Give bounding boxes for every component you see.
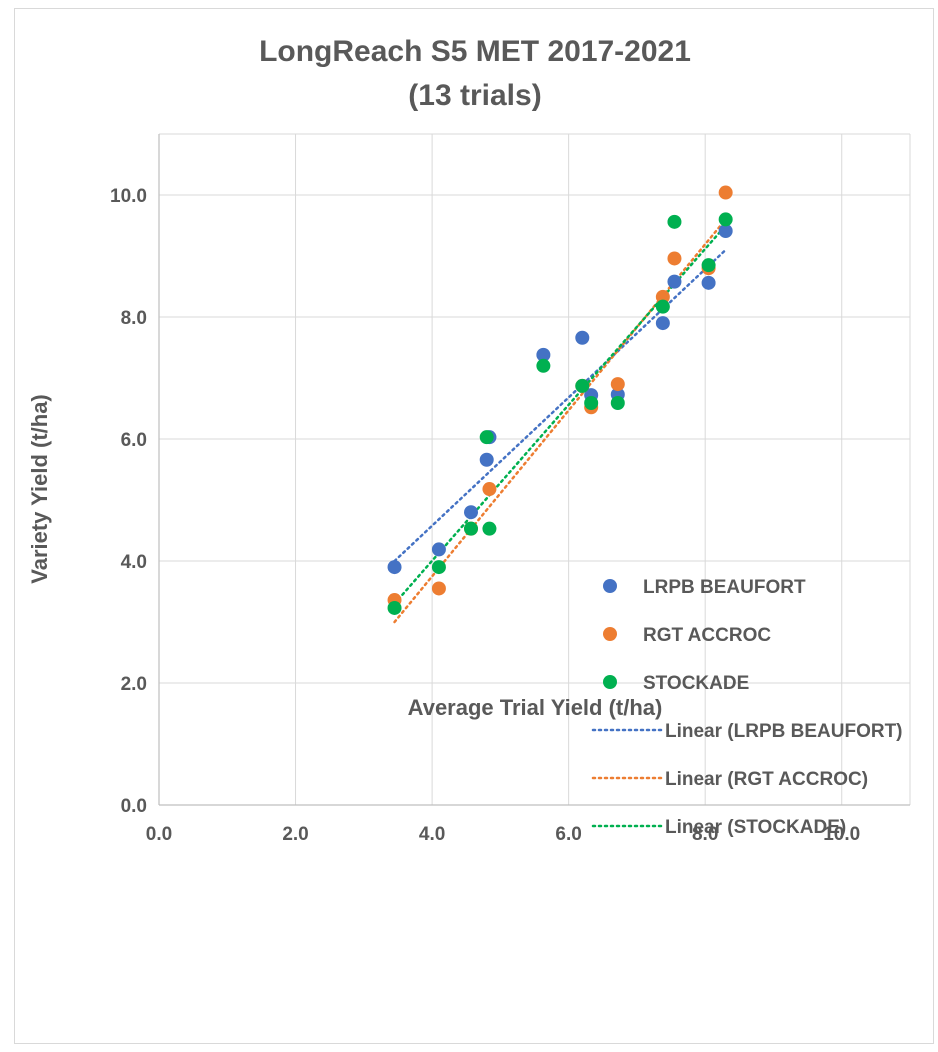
legend-label: STOCKADE — [643, 673, 749, 694]
trendline — [393, 224, 727, 605]
data-point — [482, 482, 497, 497]
legend-label: Linear (LRPB BEAUFORT) — [665, 721, 903, 742]
data-point — [667, 274, 682, 289]
data-points — [387, 185, 733, 615]
gridlines — [158, 133, 911, 806]
data-point — [655, 289, 670, 304]
data-point — [610, 396, 625, 411]
data-point — [584, 396, 599, 411]
trendline — [393, 248, 727, 563]
legend-label: Linear (RGT ACCROC) — [665, 769, 868, 790]
data-point — [667, 251, 682, 266]
x-tick-label: 2.0 — [282, 824, 308, 845]
legend-marker — [603, 675, 617, 689]
x-tick-label: 10.0 — [823, 824, 860, 845]
chart-title: LongReach S5 MET 2017-2021 — [259, 35, 691, 68]
data-point — [701, 258, 716, 273]
data-point — [667, 214, 682, 229]
data-point — [482, 521, 497, 536]
x-tick-label: 0.0 — [146, 824, 172, 845]
chart-area: 0.0 2.0 4.0 6.0 8.0 10.0 0.0 2.0 4.0 6.0 8.0 10.0 L… — [14, 8, 934, 1044]
data-point — [655, 299, 670, 314]
y-tick-label: 2.0 — [121, 674, 147, 695]
y-tick-label: 6.0 — [121, 430, 147, 451]
y-tick-label: 10.0 — [110, 186, 147, 207]
data-point — [701, 275, 716, 290]
legend: LRPB BEAUFORT RGT ACCROC STOCKADE Linear (L… — [591, 577, 903, 838]
data-point — [655, 316, 670, 331]
data-point — [431, 581, 446, 596]
y-tick-label: 0.0 — [121, 796, 147, 817]
y-axis-title: Variety Yield (t/ha) — [27, 394, 52, 584]
data-point — [610, 377, 625, 392]
tick-labels: 0.0 2.0 4.0 6.0 8.0 10.0 0.0 2.0 4.0 6.0 8.0 10.0 — [110, 186, 860, 845]
data-point — [536, 347, 551, 362]
x-tick-label: 6.0 — [555, 824, 581, 845]
chart-subtitle: (13 trials) — [408, 79, 541, 112]
data-point — [479, 430, 494, 445]
data-point — [431, 542, 446, 557]
data-point — [387, 560, 402, 575]
data-point — [575, 330, 590, 345]
scatter-chart: 0.0 2.0 4.0 6.0 8.0 10.0 0.0 2.0 4.0 6.0 8.0 10.0 L… — [27, 35, 911, 845]
legend-label: RGT ACCROC — [643, 625, 771, 646]
legend-marker — [603, 579, 617, 593]
legend-label: LRPB BEAUFORT — [643, 577, 806, 598]
legend-marker — [603, 627, 617, 641]
y-tick-label: 4.0 — [121, 552, 147, 573]
data-point — [464, 505, 479, 520]
legend-label: Linear (STOCKADE) — [665, 817, 846, 838]
data-point — [464, 521, 479, 536]
data-point — [718, 212, 733, 227]
x-tick-label: 8.0 — [692, 824, 718, 845]
data-point — [718, 185, 733, 200]
y-tick-label: 8.0 — [121, 308, 147, 329]
x-axis-title: Average Trial Yield (t/ha) — [408, 695, 663, 720]
data-point — [575, 378, 590, 393]
data-point — [718, 223, 733, 238]
data-point — [479, 452, 494, 467]
data-point — [431, 560, 446, 575]
x-tick-label: 4.0 — [419, 824, 445, 845]
data-point — [536, 358, 551, 373]
data-point — [387, 600, 402, 615]
